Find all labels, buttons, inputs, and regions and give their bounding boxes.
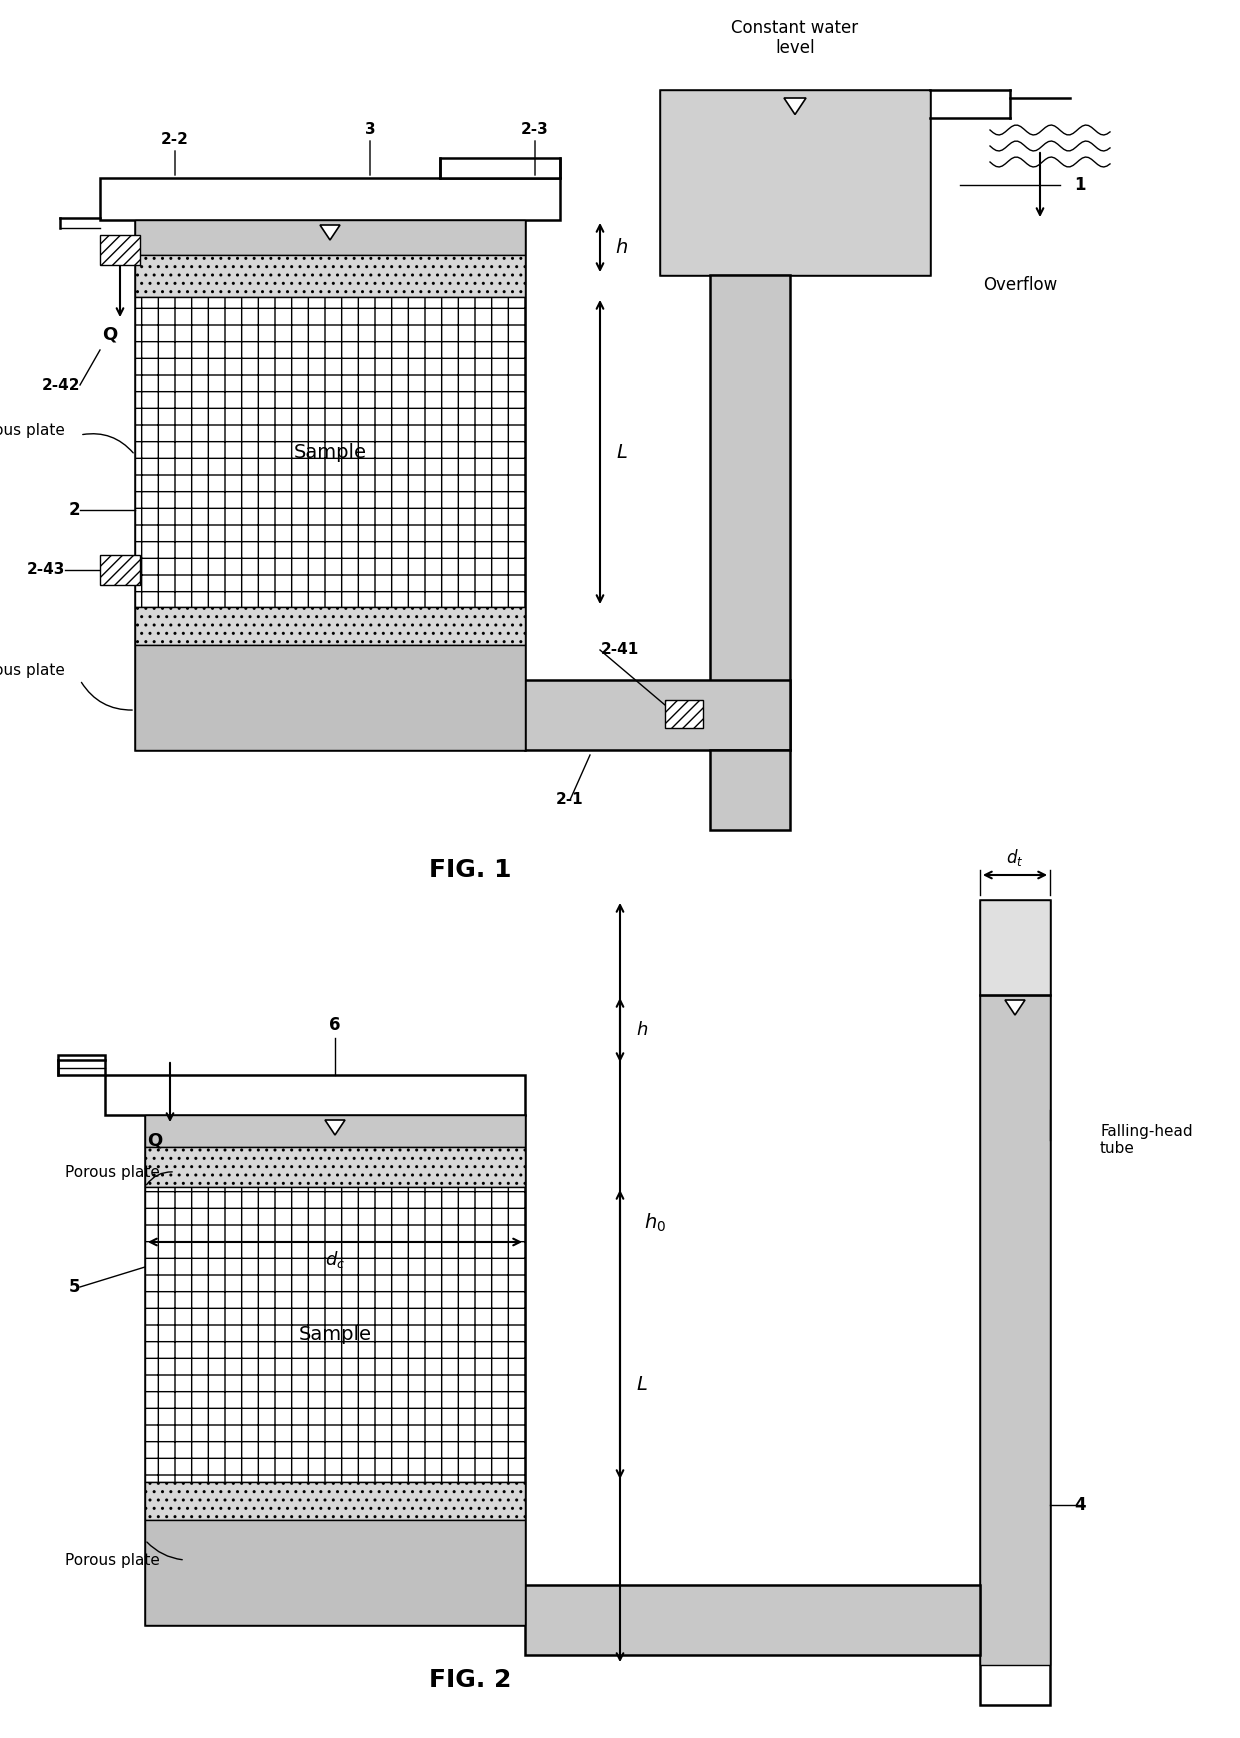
Bar (660, 90, 930, 275)
Text: 1: 1 (1074, 176, 1086, 195)
Bar (665, 700, 703, 728)
Bar (145, 1116, 525, 1147)
Text: 2-42: 2-42 (41, 377, 81, 393)
Text: 2-43: 2-43 (26, 563, 64, 577)
Text: FIG. 1: FIG. 1 (429, 859, 511, 881)
Bar (135, 221, 525, 751)
Text: Porous plate: Porous plate (64, 1552, 160, 1568)
Bar (145, 1521, 525, 1625)
Text: 2-41: 2-41 (601, 643, 639, 657)
Bar (100, 235, 140, 264)
Bar (525, 1585, 980, 1655)
Text: L: L (636, 1375, 647, 1394)
Bar (980, 900, 1050, 994)
Text: L: L (616, 443, 627, 462)
Text: Falling-head
tube: Falling-head tube (1100, 1124, 1193, 1156)
Polygon shape (784, 97, 806, 115)
Text: 5: 5 (68, 1277, 81, 1297)
Bar (100, 554, 140, 586)
Text: $d_t$: $d_t$ (1007, 846, 1024, 867)
Polygon shape (325, 1119, 345, 1135)
Text: 4: 4 (1074, 1496, 1086, 1514)
Polygon shape (320, 224, 340, 240)
Text: 2: 2 (68, 501, 81, 520)
Bar (135, 607, 525, 645)
Bar (440, 158, 560, 177)
Text: Q: Q (148, 1131, 162, 1149)
Text: Sample: Sample (294, 443, 367, 462)
Text: Constant water
level: Constant water level (732, 19, 858, 57)
Bar (145, 1187, 525, 1483)
Bar (711, 751, 790, 831)
Text: $h_0$: $h_0$ (644, 1211, 666, 1234)
Text: 3: 3 (365, 122, 376, 137)
Text: 2-3: 2-3 (521, 122, 549, 137)
Polygon shape (1004, 999, 1025, 1015)
Bar (135, 255, 525, 297)
Text: 2-2: 2-2 (161, 132, 188, 148)
Text: Q: Q (103, 327, 118, 344)
Bar (525, 680, 790, 751)
Bar (135, 297, 525, 607)
Text: h: h (636, 1020, 647, 1039)
Bar (145, 1483, 525, 1521)
Bar (980, 900, 1050, 1705)
Text: FIG. 2: FIG. 2 (429, 1668, 511, 1693)
Text: Porous plate: Porous plate (0, 662, 64, 678)
Text: $d_c$: $d_c$ (325, 1250, 345, 1270)
Text: Sample: Sample (299, 1324, 372, 1343)
Bar (105, 1076, 525, 1116)
Text: 6: 6 (330, 1017, 341, 1034)
Bar (660, 90, 930, 275)
Text: Porous plate: Porous plate (0, 422, 64, 438)
Text: 2-1: 2-1 (557, 793, 584, 808)
Bar (145, 1147, 525, 1187)
Text: Porous plate: Porous plate (64, 1164, 160, 1180)
Bar (145, 1116, 525, 1625)
Bar (980, 994, 1050, 1665)
Bar (135, 645, 525, 751)
Text: Overflow: Overflow (983, 276, 1058, 294)
Text: h: h (616, 238, 629, 257)
Bar (135, 221, 525, 255)
Bar (711, 275, 790, 751)
Bar (58, 1055, 105, 1076)
Bar (100, 177, 560, 221)
